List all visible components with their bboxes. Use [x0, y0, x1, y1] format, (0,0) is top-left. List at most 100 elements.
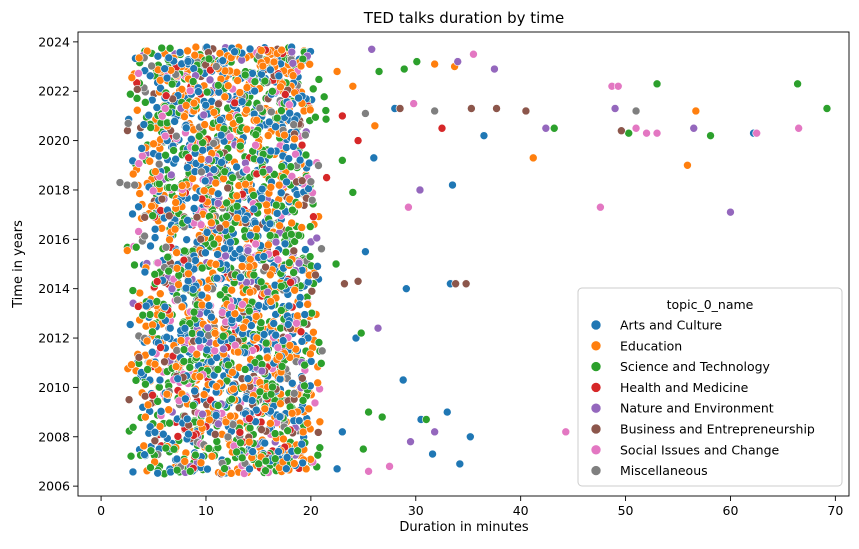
- scatter-point: [561, 427, 571, 437]
- scatter-point: [212, 437, 222, 446]
- scatter-point: [298, 396, 308, 405]
- scatter-point: [171, 362, 181, 371]
- scatter-point: [140, 391, 150, 401]
- scatter-point: [146, 446, 156, 455]
- scatter-point: [156, 343, 165, 352]
- scatter-point: [184, 261, 193, 271]
- scatter-point: [280, 239, 290, 249]
- scatter-point: [137, 144, 147, 153]
- scatter-point: [165, 418, 174, 428]
- scatter-point: [262, 200, 271, 210]
- scatter-point: [256, 155, 265, 165]
- scatter-point: [240, 365, 250, 374]
- scatter-point: [153, 52, 163, 61]
- legend-label: Miscellaneous: [620, 463, 708, 478]
- scatter-point: [209, 139, 218, 148]
- scatter-point: [266, 182, 276, 192]
- scatter-point: [367, 44, 377, 54]
- scatter-point: [235, 88, 245, 97]
- scatter-point: [297, 439, 307, 449]
- scatter-point: [266, 419, 275, 428]
- scatter-point: [210, 346, 219, 356]
- scatter-point: [287, 47, 297, 57]
- scatter-point: [239, 383, 248, 392]
- scatter-point: [146, 241, 155, 251]
- scatter-point: [160, 64, 169, 73]
- scatter-point: [247, 396, 257, 405]
- scatter-point: [252, 333, 262, 343]
- scatter-point: [617, 126, 626, 136]
- scatter-point: [150, 224, 160, 234]
- scatter-point: [204, 54, 214, 64]
- scatter-point: [298, 54, 308, 64]
- scatter-point: [301, 150, 311, 160]
- scatter-point: [132, 94, 142, 103]
- scatter-point: [237, 97, 247, 106]
- scatter-point: [145, 422, 155, 432]
- scatter-point: [273, 343, 283, 352]
- scatter-point: [211, 260, 221, 269]
- scatter-point: [181, 283, 191, 293]
- y-axis-label: Time in years: [11, 220, 26, 309]
- scatter-point: [306, 349, 315, 359]
- scatter-point: [173, 374, 183, 384]
- scatter-point: [183, 57, 193, 66]
- scatter-point: [248, 447, 257, 456]
- scatter-point: [170, 224, 180, 234]
- scatter-point: [237, 262, 247, 271]
- scatter-point: [229, 384, 238, 394]
- scatter-point: [300, 310, 310, 319]
- scatter-point: [289, 459, 299, 468]
- scatter-point: [115, 178, 125, 187]
- legend-label: Business and Entrepreneurship: [620, 422, 815, 437]
- scatter-point: [180, 246, 189, 256]
- scatter-point: [203, 464, 212, 474]
- scatter-point: [123, 180, 132, 190]
- scatter-point: [172, 346, 182, 355]
- scatter-point: [277, 106, 286, 115]
- scatter-point: [286, 162, 296, 172]
- scatter-point: [319, 92, 329, 102]
- legend-marker: [590, 361, 602, 372]
- scatter-point: [191, 256, 200, 265]
- scatter-point: [385, 462, 394, 471]
- scatter-point: [213, 250, 222, 259]
- scatter-point: [167, 284, 177, 293]
- scatter-point: [177, 302, 187, 312]
- scatter-point: [194, 87, 203, 96]
- scatter-point: [298, 458, 307, 468]
- scatter-point: [150, 270, 160, 279]
- scatter-point: [127, 360, 136, 370]
- scatter-point: [215, 115, 225, 125]
- scatter-point: [148, 390, 157, 400]
- legend-marker: [590, 444, 602, 456]
- scatter-point: [152, 297, 162, 306]
- scatter-point: [255, 387, 265, 397]
- scatter-point: [277, 306, 286, 315]
- scatter-point: [374, 67, 384, 76]
- scatter-point: [170, 117, 179, 126]
- scatter-point: [220, 92, 230, 102]
- scatter-point: [245, 44, 255, 54]
- scatter-point: [307, 195, 317, 205]
- scatter-point: [359, 444, 368, 454]
- scatter-point: [286, 278, 295, 287]
- scatter-point: [141, 379, 150, 389]
- scatter-point: [332, 464, 342, 474]
- scatter-point: [134, 159, 144, 168]
- scatter-point: [284, 301, 294, 311]
- scatter-point: [412, 57, 422, 66]
- scatter-point: [158, 429, 168, 439]
- scatter-point: [321, 106, 331, 115]
- scatter-point: [213, 189, 223, 199]
- scatter-point: [180, 324, 190, 333]
- scatter-point: [293, 446, 303, 456]
- scatter-point: [263, 287, 273, 297]
- scatter-point: [295, 300, 304, 309]
- scatter-point: [304, 158, 314, 168]
- scatter-point: [211, 411, 221, 420]
- scatter-point: [128, 169, 138, 179]
- scatter-point: [172, 248, 181, 257]
- scatter-point: [128, 467, 138, 477]
- scatter-point: [377, 412, 387, 422]
